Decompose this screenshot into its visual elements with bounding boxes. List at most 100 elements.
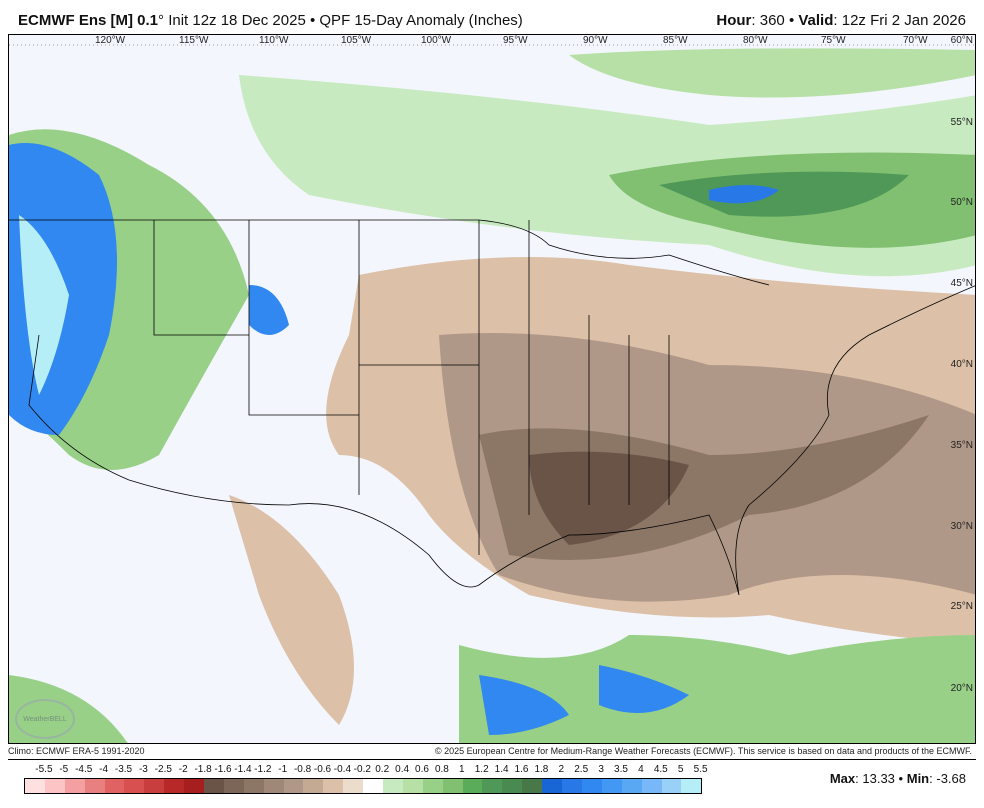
colorbar-swatch [681, 779, 702, 793]
colorbar-swatch [363, 779, 384, 793]
colorbar-labels: -5.5 -5 -4.5 -4 -3.5 -3 -2.5 -2 -1.8 -1.6 -1.4 -1.2… [24, 764, 710, 776]
longitude-label: 120°W [95, 35, 126, 46]
colorbar-swatch [542, 779, 563, 793]
colorbar-swatch [283, 779, 304, 793]
colorbar-swatch [243, 779, 264, 793]
colorbar-label: -0.8 [293, 764, 312, 775]
anomaly-fields [9, 48, 975, 743]
colorbar-label: -5.5 [35, 764, 53, 775]
climo-note: Climo: ECMWF ERA-5 1991-2020 [8, 746, 145, 756]
copyright-note: © 2025 European Centre for Medium-Range … [434, 746, 972, 756]
colorbar-label: -1.2 [254, 764, 272, 775]
longitude-label: 100°W [421, 35, 452, 46]
map-canvas [9, 44, 975, 743]
colorbar-swatch [303, 779, 324, 793]
longitude-label: 110°W [259, 35, 289, 46]
colorbar-swatch [522, 779, 543, 793]
latitude-label: 60°N [950, 35, 973, 46]
map-title: ECMWF Ens [M] 0.1° Init 12z 18 Dec 2025 … [18, 12, 523, 29]
latitude-label: 30°N [950, 521, 973, 532]
colorbar-swatch [343, 779, 364, 793]
longitude-label: 95°W [503, 35, 528, 46]
colorbar-label: 3.5 [614, 764, 628, 775]
colorbar-label: -1 [278, 764, 288, 775]
colorbar-label: -0.6 [313, 764, 332, 775]
colorbar-label: 1.6 [514, 764, 529, 775]
longitude-label: 80°W [743, 35, 768, 46]
product-name: QPF 15-Day Anomaly (Inches) [319, 12, 523, 29]
latitude-label: 55°N [950, 117, 973, 128]
colorbar-label: 1.2 [474, 764, 489, 775]
colorbar-label: -1.8 [194, 764, 212, 775]
colorbar-swatch [144, 779, 165, 793]
longitude-label: 90°W [583, 35, 608, 46]
colorbar-swatch [482, 779, 503, 793]
colorbar-label: 2.5 [574, 764, 589, 775]
colorbar-swatch [462, 779, 483, 793]
colorbar-label: -5 [59, 764, 69, 775]
colorbar [24, 778, 703, 794]
colorbar-swatch [641, 779, 662, 793]
colorbar-label: 1.4 [494, 764, 509, 775]
model-name: ECMWF Ens [M] 0.1 [18, 12, 159, 29]
colorbar-label: -1.6 [214, 764, 232, 775]
colorbar-swatch [661, 779, 682, 793]
boundaries [9, 219, 975, 596]
colorbar-label: 4.5 [653, 764, 668, 775]
colorbar-label: -4.5 [75, 764, 93, 775]
longitude-label: 75°W [821, 35, 846, 46]
colorbar-swatch [581, 779, 602, 793]
anomaly-map[interactable]: 120°W 115°W 110°W 105°W 100°W 95°W 90°W 85°W 80°… [8, 34, 976, 744]
colorbar-swatch [502, 779, 523, 793]
colorbar-label: 0.2 [375, 764, 390, 775]
colorbar-label: 0.8 [434, 764, 449, 775]
latitude-label: 35°N [950, 440, 973, 451]
colorbar-swatch [383, 779, 403, 793]
colorbar-swatch [601, 779, 622, 793]
colorbar-label: 1 [459, 764, 465, 775]
colorbar-swatch [323, 779, 344, 793]
colorbar-label: 2 [558, 764, 565, 775]
colorbar-label: -2 [178, 764, 188, 775]
colorbar-swatch [64, 779, 85, 793]
colorbar-label: 5.5 [693, 764, 708, 775]
weatherbell-logo: WeatherBELL [15, 699, 75, 739]
colorbar-swatch [164, 779, 185, 793]
colorbar-swatch [422, 779, 443, 793]
colorbar-label: 4 [638, 764, 644, 775]
colorbar-label: -0.4 [333, 764, 352, 775]
colorbar-swatch [84, 779, 105, 793]
colorbar-label: -3 [138, 764, 148, 775]
longitude-label: 85°W [663, 35, 688, 46]
colorbar-swatch [25, 779, 45, 793]
colorbar-label: -2.5 [154, 764, 172, 775]
valid-time: 12z Fri 2 Jan 2026 [841, 12, 966, 29]
colorbar-swatch [621, 779, 642, 793]
colorbar-swatch [442, 779, 463, 793]
latitude-label: 50°N [950, 197, 973, 208]
forecast-hour: 360 [759, 12, 785, 29]
colorbar-label: -4 [99, 764, 109, 775]
colorbar-label: 5 [677, 764, 684, 775]
colorbar-label: 1.8 [534, 764, 549, 775]
colorbar-label: 3 [598, 764, 604, 775]
colorbar-swatch [104, 779, 125, 793]
colorbar-label: -1.4 [234, 764, 252, 775]
colorbar-swatch [124, 779, 145, 793]
colorbar-swatch [223, 779, 244, 793]
colorbar-label: 0.4 [395, 764, 410, 775]
footer-divider [8, 759, 976, 760]
colorbar-swatch [562, 779, 582, 793]
colorbar-swatch [44, 779, 65, 793]
colorbar-label: -0.2 [353, 764, 371, 775]
init-time: Init 12z 18 Dec 2025 [168, 12, 306, 29]
longitude-label: 115°W [179, 35, 209, 46]
longitude-label: 105°W [341, 35, 372, 46]
colorbar-swatch [184, 779, 205, 793]
latitude-label: 40°N [950, 359, 973, 370]
min-value: -3.68 [936, 771, 966, 786]
colorbar-swatch [204, 779, 224, 793]
latitude-label: 45°N [950, 278, 973, 289]
colorbar-swatch [263, 779, 284, 793]
latitude-label: 25°N [950, 601, 973, 612]
